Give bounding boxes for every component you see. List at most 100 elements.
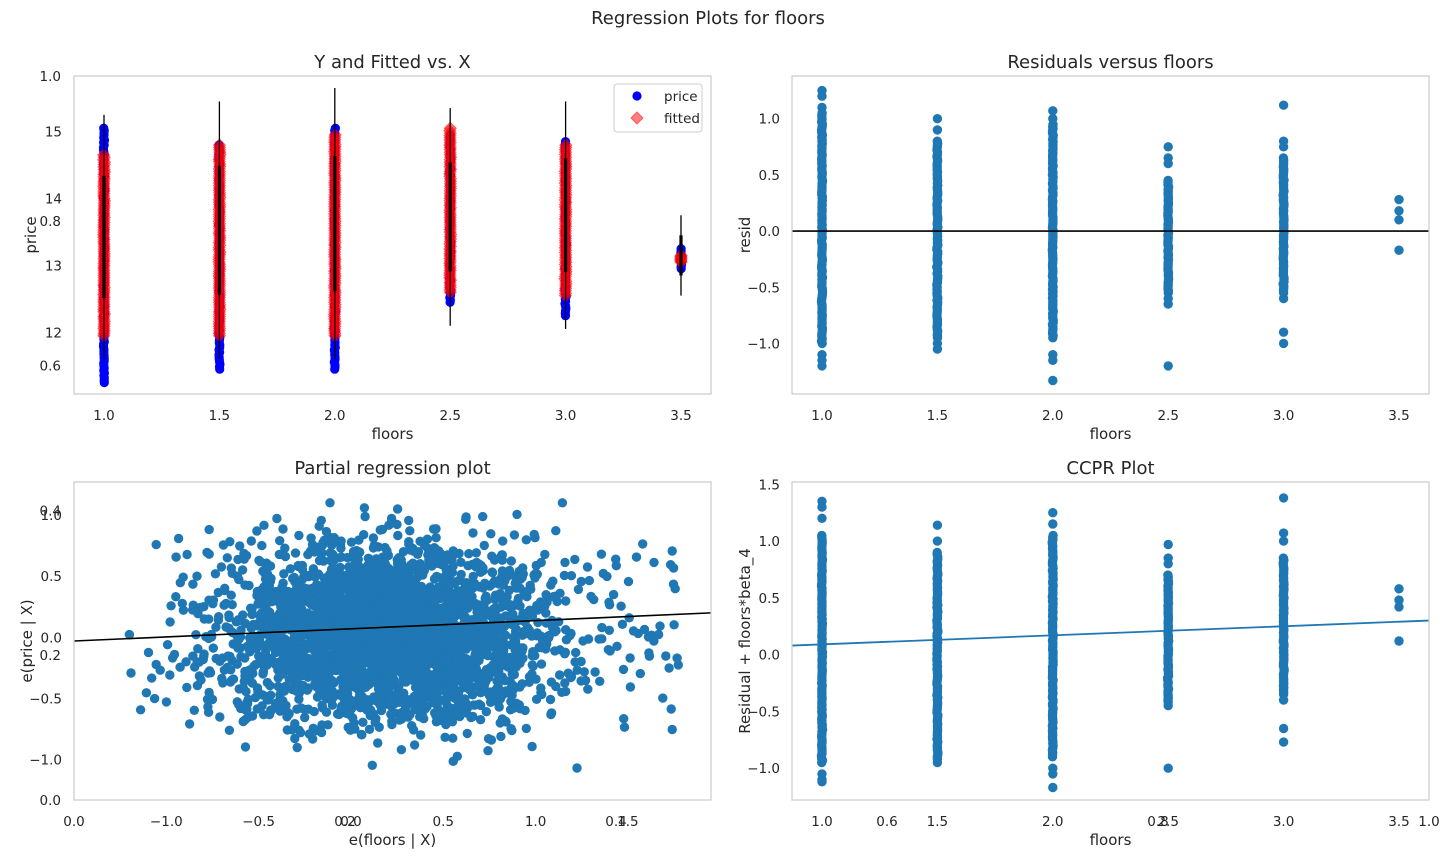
bg-xtick-label: 0.0	[63, 814, 84, 830]
partial-point	[411, 613, 421, 623]
partial-point	[496, 661, 506, 671]
axes-frame	[73, 75, 712, 395]
partial-point	[578, 636, 588, 646]
partial-point	[456, 655, 467, 665]
bg-ytick-label: 1.0	[40, 69, 61, 85]
partial-point	[294, 530, 304, 541]
partial-point	[275, 536, 285, 546]
partial-point	[357, 677, 367, 687]
partial-point	[392, 519, 402, 530]
partial-point	[415, 536, 425, 546]
partial-point	[290, 648, 301, 658]
partial-point	[561, 686, 571, 697]
partial-point	[506, 724, 516, 734]
partial-point	[463, 603, 473, 613]
partial-point	[495, 694, 506, 704]
x-tick-label: 1.0	[525, 814, 546, 830]
partial-point	[287, 725, 297, 735]
ccpr-point	[817, 530, 827, 541]
partial-point	[570, 554, 580, 565]
partial-point	[487, 567, 497, 577]
partial-point	[360, 511, 370, 522]
partial-point	[414, 571, 425, 581]
partial-point	[218, 540, 229, 550]
partial-point	[377, 555, 387, 566]
partial-point	[536, 683, 546, 693]
partial-point	[366, 654, 376, 664]
partial-point	[182, 682, 192, 693]
partial-point	[228, 639, 238, 649]
partial-point	[208, 595, 219, 605]
partial-point	[297, 619, 307, 629]
partial-point	[501, 611, 511, 621]
panel-title: Partial regression plot	[294, 458, 490, 479]
partial-point	[619, 722, 630, 732]
partial-point	[293, 603, 304, 613]
partial-point	[400, 702, 411, 713]
partial-point	[311, 620, 322, 631]
partial-point	[527, 741, 537, 752]
partial-point	[590, 667, 600, 677]
partial-point	[433, 558, 444, 569]
ccpr-point	[1278, 553, 1289, 563]
partial-point	[411, 649, 421, 659]
partial-point	[356, 606, 366, 616]
resid-point	[817, 91, 827, 101]
x-tick-label: 3.5	[670, 408, 691, 424]
partial-point	[482, 595, 492, 605]
partial-point	[415, 559, 425, 569]
partial-point	[639, 624, 650, 635]
x-tick-label: 2.0	[1042, 408, 1063, 424]
partial-point	[259, 520, 269, 530]
partial-point	[433, 588, 443, 599]
partial-point	[523, 586, 533, 596]
partial-point	[314, 655, 325, 666]
partial-point	[325, 662, 336, 672]
partial-point	[298, 583, 309, 593]
partial-point	[293, 678, 303, 688]
partial-point	[406, 545, 416, 555]
partial-point	[292, 641, 303, 651]
partial-point	[483, 746, 493, 756]
partial-point	[448, 546, 458, 556]
partial-point	[216, 562, 227, 572]
partial-point	[303, 704, 314, 714]
partial-point	[521, 535, 531, 545]
partial-point	[329, 556, 339, 566]
partial-point	[317, 700, 327, 710]
partial-point	[224, 612, 234, 623]
partial-point	[597, 622, 607, 633]
x-tick-label: 3.0	[1273, 408, 1294, 424]
ccpr-point	[1048, 519, 1058, 529]
ccpr-point	[1278, 528, 1289, 538]
partial-point	[321, 707, 332, 717]
partial-point	[497, 550, 507, 560]
partial-point	[385, 637, 395, 647]
partial-point	[669, 620, 679, 630]
partial-point	[367, 635, 377, 645]
resid-point	[1048, 106, 1058, 116]
ccpr-point	[932, 547, 942, 558]
partial-point	[336, 606, 346, 617]
partial-point	[375, 690, 385, 700]
partial-point	[211, 622, 221, 632]
partial-point	[323, 581, 333, 592]
partial-point	[171, 592, 181, 602]
partial-point	[456, 557, 466, 567]
partial-point	[445, 621, 455, 632]
partial-point	[573, 584, 584, 595]
partial-point	[372, 599, 382, 610]
partial-point	[431, 524, 441, 534]
partial-point	[617, 619, 628, 629]
partial-point	[151, 659, 161, 670]
x-tick-label: 0.5	[433, 814, 454, 830]
ccpr-point	[1048, 782, 1058, 793]
partial-point	[374, 680, 384, 690]
y-tick-label: 0.0	[759, 224, 780, 240]
partial-point	[447, 673, 458, 683]
partial-point	[285, 666, 295, 677]
partial-point	[595, 676, 605, 686]
partial-point	[506, 556, 516, 566]
partial-point	[175, 662, 185, 672]
partial-point	[408, 725, 419, 735]
